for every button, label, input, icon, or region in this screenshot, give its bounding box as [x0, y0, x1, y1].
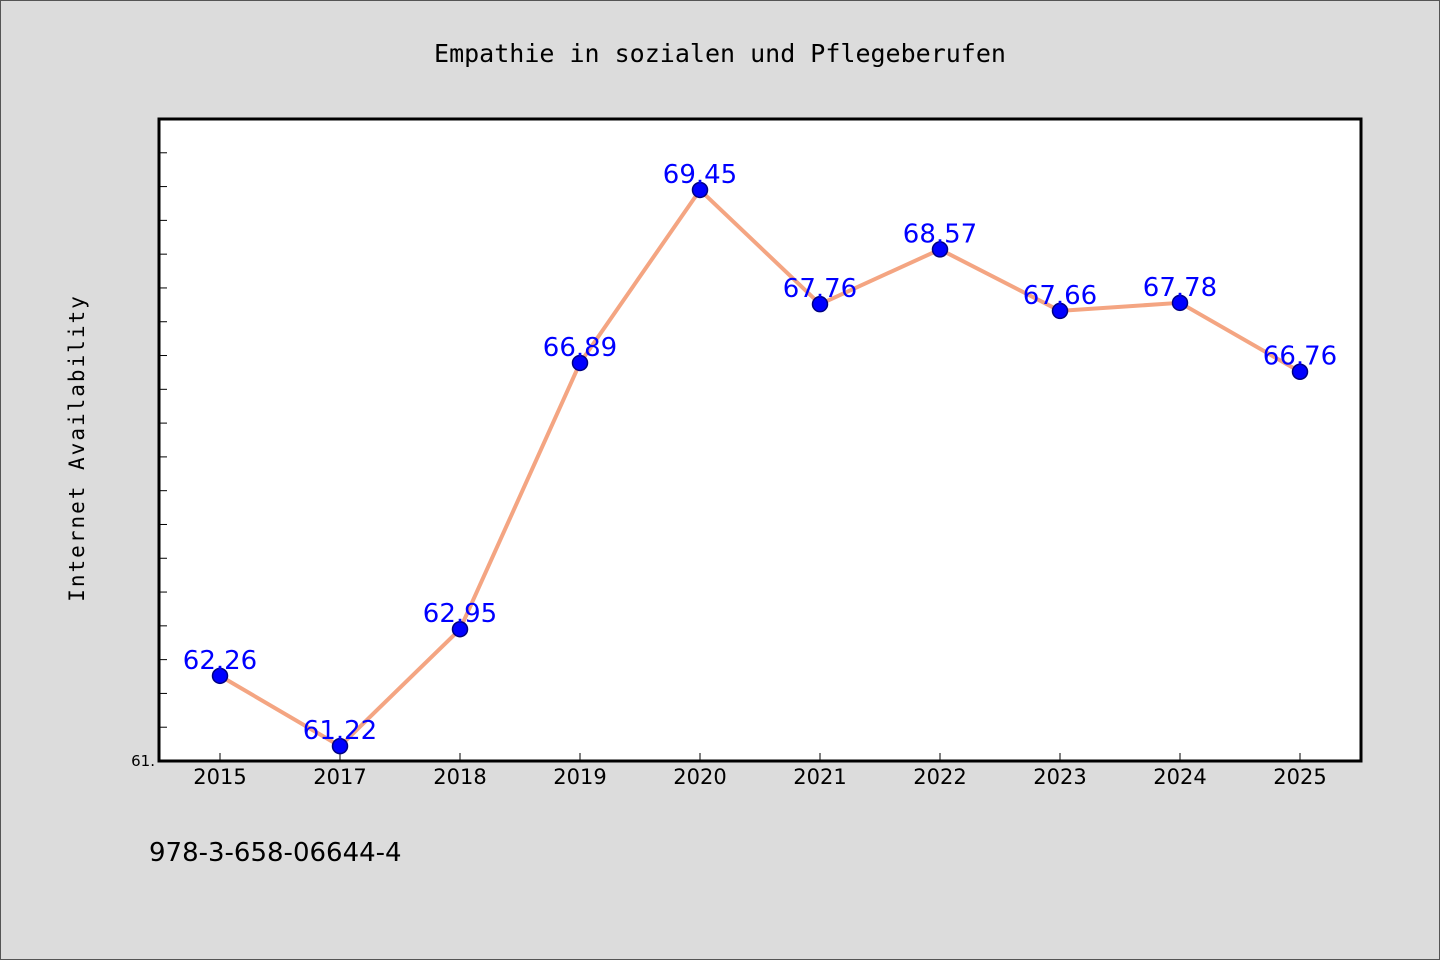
data-label: 68.57 — [903, 219, 977, 249]
data-point — [331, 737, 349, 755]
data-point — [1051, 302, 1069, 320]
x-tick-label: 2024 — [1153, 765, 1206, 789]
data-label: 69.45 — [663, 160, 737, 190]
data-label: 62.95 — [423, 599, 497, 629]
data-point — [451, 620, 469, 638]
data-label: 62.26 — [183, 646, 257, 676]
data-label: 67.76 — [783, 274, 857, 304]
data-point — [211, 667, 229, 685]
x-tick-label: 2022 — [913, 765, 966, 789]
x-tick-label: 2021 — [793, 765, 846, 789]
data-point — [931, 241, 949, 258]
x-tick-label: 2018 — [433, 765, 486, 789]
series-line — [218, 187, 1301, 749]
data-point — [811, 295, 829, 313]
data-label: 67.66 — [1023, 281, 1097, 311]
data-labels: 62.26 61.22 62.95 66.89 69.45 67.76 68.57 67.66… — [183, 160, 1337, 746]
y-axis-ticks: 61. — [131, 118, 167, 770]
series-layer — [211, 181, 1309, 755]
plot-area — [157, 117, 1363, 763]
footer-code: 978-3-658-06644-4 — [149, 838, 402, 868]
y-axis-label: Internet Availability — [65, 294, 89, 602]
data-point — [691, 181, 709, 199]
x-tick-label: 2015 — [193, 765, 246, 789]
x-tick-label: 2017 — [313, 765, 366, 789]
x-tick-label: 2020 — [673, 765, 726, 789]
x-tick-label: 2025 — [1273, 765, 1326, 789]
data-point — [1291, 363, 1309, 380]
data-label: 66.76 — [1263, 342, 1337, 372]
data-label: 67.78 — [1143, 273, 1217, 303]
data-point — [1171, 294, 1189, 312]
data-point — [571, 354, 589, 372]
x-tick-label: 2019 — [553, 765, 606, 789]
data-label: 66.89 — [543, 333, 617, 363]
chart-title: Empathie in sozialen und Pflegeberufen — [434, 39, 1006, 68]
y-tick-label: 61. — [131, 752, 155, 770]
data-label: 61.22 — [303, 716, 377, 746]
x-axis-ticks: 2015 2017 2018 2019 2020 2021 2022 2023 2024 2025 — [193, 753, 1327, 789]
x-tick-label: 2023 — [1033, 765, 1086, 789]
